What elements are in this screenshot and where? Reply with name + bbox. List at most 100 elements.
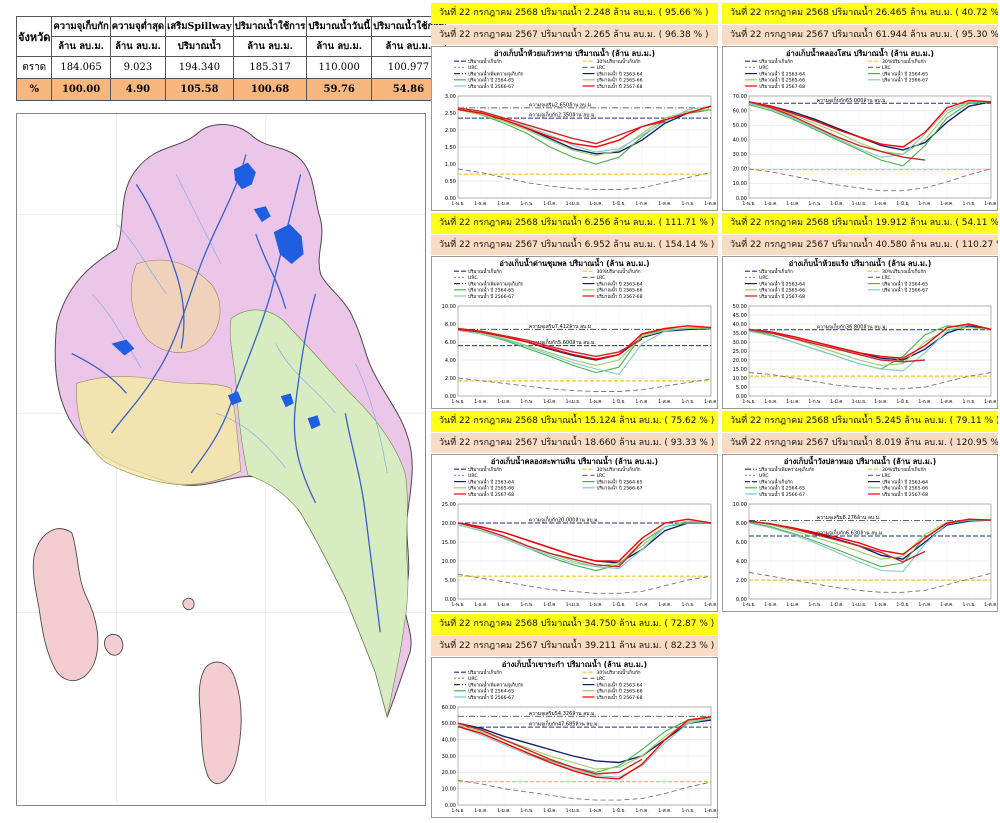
x-tick-label: 1-พ.ค.	[589, 201, 603, 207]
reservoir-chart: อ่างเก็บน้ำวังปลาหมอ ปริมาณน้ำ (ล้าน ลบ.…	[733, 455, 997, 608]
table-cell: 184.065	[51, 56, 111, 79]
x-tick-label: 1-พ.ค.	[589, 399, 603, 405]
x-tick-label: 1-ก.ค.	[635, 602, 648, 608]
chart-title: อ่างเก็บน้ำเขาระกำ ปริมาณน้ำ (ล้าน ลบ.ม.…	[502, 658, 647, 669]
series-line-y2568	[457, 522, 643, 568]
x-tick-label: 1-ม.ค.	[497, 602, 511, 608]
y-tick-label: 20.00	[442, 521, 456, 527]
legend-label: LRC	[597, 65, 606, 71]
y-tick-label: 1.00	[445, 162, 456, 168]
y-tick-label: 30.00	[733, 340, 747, 346]
x-tick-label: 1-ก.ย.	[682, 399, 695, 405]
volume-info-bar: วันที่ 22 กรกฎาคม 2567 ปริมาณน้ำ 39.211 …	[431, 636, 718, 656]
x-tick-label: 1-เม.ย.	[566, 201, 581, 207]
island-south	[198, 661, 242, 784]
x-tick-label: 1-มิ.ย.	[896, 602, 909, 608]
reservoir	[253, 206, 271, 223]
reservoir	[273, 224, 304, 264]
x-tick-label: 1-ธ.ค.	[764, 399, 777, 405]
y-tick-label: 30.00	[442, 754, 456, 760]
x-tick-label: 1-ก.พ.	[520, 808, 533, 814]
y-tick-label: 2.50	[445, 111, 456, 117]
reservoir	[233, 162, 256, 190]
legend-label: ปริมาณน้ำ ปี 2565-66	[597, 287, 643, 294]
series-line-y2566	[457, 520, 712, 570]
annotation-label: ความจุเสริม8.276ล้าน ลบ.ม.	[817, 514, 881, 521]
legend-label: ปริมาณน้ำ ปี 2563-64	[759, 70, 805, 77]
volume-info-bar: วันที่ 22 กรกฎาคม 2567 ปริมาณน้ำ 6.952 ล…	[431, 235, 718, 255]
x-tick-label: 1-ก.ย.	[682, 602, 695, 608]
legend-label: ปริมาณน้ำ ปี 2567-68	[759, 293, 805, 300]
annotation-label: ความจุเก็บกัก36.800ล้าน ลบ.ม.	[817, 322, 888, 330]
legend-label: ปริมาณน้ำ ปี 2566-67	[468, 83, 514, 90]
series-line-y2565	[457, 109, 712, 157]
x-tick-label: 1-ก.พ.	[808, 201, 821, 207]
table-cell: 59.76	[306, 78, 373, 101]
legend-label: ปริมาณน้ำ ปี 2567-68	[882, 491, 928, 498]
x-tick-label: 1-ส.ค.	[658, 602, 671, 608]
annotation-label: ความจุเก็บกัก2.350ล้าน ลบ.ม.	[529, 111, 596, 119]
chart-title: อ่างเก็บน้ำห้วยแก้วทราย ปริมาณน้ำ (ล้าน …	[494, 47, 655, 58]
legend-label: ปริมาณน้ำ ปี 2565-66	[597, 688, 643, 695]
x-tick-label: 1-ม.ค.	[497, 808, 511, 814]
legend-label: ปริมาณน้ำเก็บกัก	[759, 57, 793, 65]
y-tick-label: 40.00	[733, 322, 747, 328]
province-header: จังหวัด	[15, 16, 53, 57]
island-dot	[182, 597, 195, 611]
table-cell: 194.340	[165, 56, 234, 79]
legend-label: ปริมาณน้ำเก็บกัก	[468, 267, 502, 275]
legend-label: 30%ปริมาณน้ำเก็บกัก	[597, 57, 641, 65]
river-network	[71, 154, 381, 633]
volume-info-bar: วันที่ 22 กรกฎาคม 2568 ปริมาณน้ำ 34.750 …	[431, 614, 718, 635]
legend-label: ปริมาณน้ำ ปี 2565-66	[597, 77, 643, 84]
series-line-y2563	[457, 522, 711, 564]
volume-info-bar: วันที่ 22 กรกฎาคม 2567 ปริมาณน้ำ 8.019 ล…	[722, 433, 998, 453]
x-tick-label: 1-ก.ย.	[963, 602, 976, 608]
legend-label: URC	[468, 676, 478, 682]
yellow-region	[76, 376, 242, 486]
series-line-y2565	[748, 327, 992, 366]
x-tick-label: 1-เม.ย.	[852, 602, 867, 608]
series-line-y2564	[748, 101, 992, 167]
plot-frame	[457, 503, 712, 600]
legend-label: ปริมาณน้ำ ปี 2566-67	[468, 293, 514, 300]
y-tick-label: 0.00	[736, 196, 747, 202]
series-line-lrc	[457, 168, 712, 190]
volume-info-bar: วันที่ 22 กรกฎาคม 2567 ปริมาณน้ำ 61.944 …	[722, 25, 998, 45]
x-tick-label: 1-ธ.ค.	[474, 808, 487, 814]
header-spillway: เสริมSpillway	[165, 16, 234, 37]
annotation-label: ความจุเก็บกัก5.600ล้าน ลบ.ม.	[529, 338, 596, 346]
legend-label: ปริมาณน้ำเก็บกัก	[759, 477, 793, 485]
series-line-lrc	[457, 377, 712, 392]
x-tick-label: 1-ก.พ.	[520, 201, 533, 207]
series-line-lrc	[748, 372, 992, 390]
y-tick-label: 60.00	[442, 705, 456, 711]
reservoir-chart-panel: อ่างเก็บน้ำคลองโสน ปริมาณน้ำ (ล้าน ลบ.ม.…	[722, 46, 998, 211]
legend-label: URC	[759, 65, 769, 71]
table-cell: 110.000	[306, 56, 373, 79]
y-tick-label: 10.00	[442, 786, 456, 792]
volume-info-bar: วันที่ 22 กรกฎาคม 2567 ปริมาณน้ำ 18.660 …	[431, 433, 718, 453]
reservoir-chart: อ่างเก็บน้ำคลองสะพานหิน ปริมาณน้ำ (ล้าน …	[442, 455, 717, 608]
annotation-label: ความจุเสริม2.650ล้าน ลบ.ม.	[529, 101, 593, 108]
reservoir-chart: อ่างเก็บน้ำคลองโสน ปริมาณน้ำ (ล้าน ลบ.ม.…	[733, 47, 997, 207]
x-tick-label: 1-ส.ค.	[658, 201, 671, 207]
header-min-capacity: ความจุต่ำสุด	[109, 16, 167, 37]
series-line-y2568	[457, 107, 666, 145]
x-tick-label: 1-ม.ค.	[786, 399, 800, 405]
volume-info-bar: วันที่ 22 กรกฎาคม 2568 ปริมาณน้ำ 5.245 ล…	[722, 411, 998, 432]
reservoir-chart-panel: อ่างเก็บน้ำวังปลาหมอ ปริมาณน้ำ (ล้าน ลบ.…	[722, 454, 998, 612]
x-tick-label: 1-ธ.ค.	[764, 602, 777, 608]
legend-label: ปริมาณน้ำ ปี 2567-68	[597, 83, 643, 90]
y-tick-label: 50.00	[733, 123, 747, 129]
legend-label: ปริมาณน้ำ ปี 2567-68	[468, 491, 514, 498]
reservoir-chart: อ่างเก็บน้ำด่านชุมพล ปริมาณน้ำ (ล้าน ลบ.…	[442, 257, 717, 405]
x-tick-label: 1-ก.ย.	[682, 201, 695, 207]
series-line-y2568	[748, 101, 926, 161]
y-tick-label: 2.00	[445, 376, 456, 382]
legend-label: ปริมาณน้ำ ปี 2564-65	[882, 70, 928, 77]
series-line-y2566	[748, 323, 992, 372]
x-tick-label: 1-เม.ย.	[852, 201, 867, 207]
x-tick-label: 1-พ.ย.	[451, 399, 464, 405]
legend-label: LRC	[882, 275, 891, 281]
